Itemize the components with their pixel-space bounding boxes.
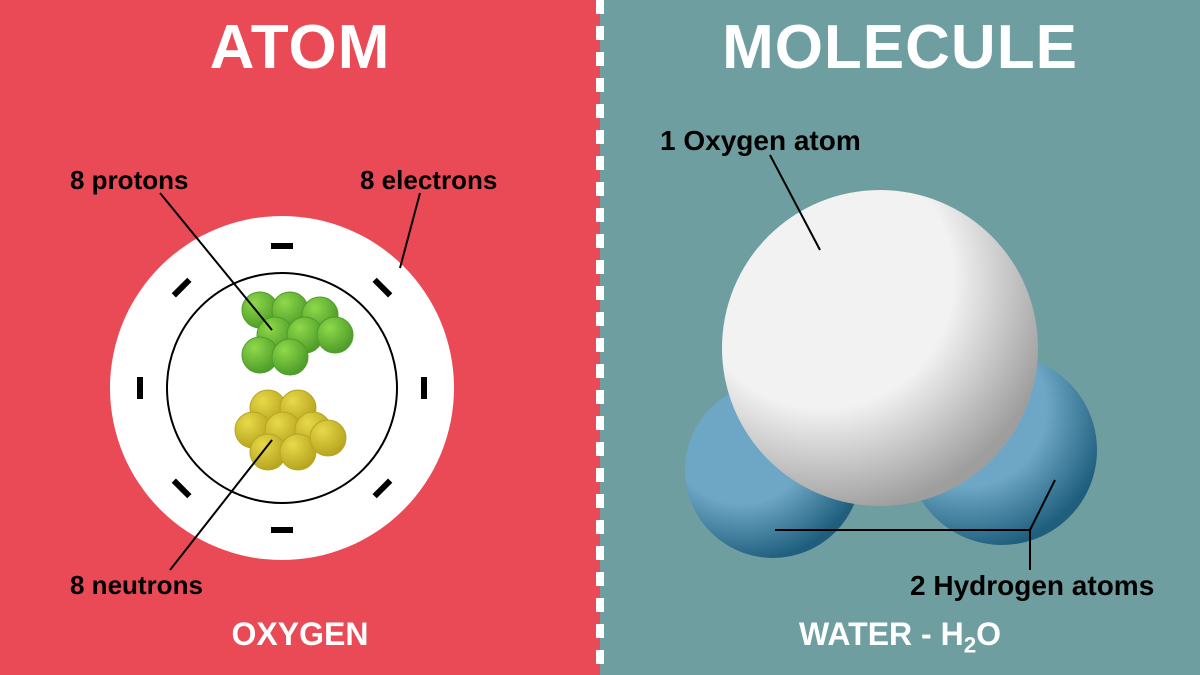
molecule-panel: MOLECULE 1 Oxygen atom 2 Hydrogen atoms … [600, 0, 1200, 675]
protons-label: 8 protons [70, 165, 188, 196]
electrons-label: 8 electrons [360, 165, 497, 196]
panel-divider [596, 0, 604, 675]
neutrons-label: 8 neutrons [70, 570, 203, 601]
hydrogen-atoms-label: 2 Hydrogen atoms [910, 570, 1154, 602]
atom-panel: ATOM 8 protons 8 electrons 8 neutrons OX… [0, 0, 600, 675]
oxygen-atom-label: 1 Oxygen atom [660, 125, 861, 157]
molecule-subtitle: WATER - H2O [600, 616, 1200, 658]
atom-subtitle: OXYGEN [0, 616, 600, 653]
